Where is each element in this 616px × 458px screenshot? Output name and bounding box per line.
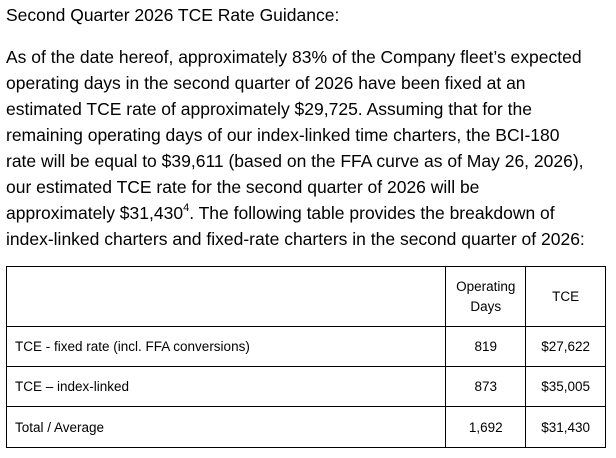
paragraph-text: . The following table provides the break… <box>189 203 555 223</box>
row-label: Total / Average <box>5 406 447 448</box>
header-label-cell <box>5 266 447 327</box>
paragraph-line: operating days in the second quarter of … <box>6 73 526 93</box>
paragraph-line: approximately $31,4304. The following ta… <box>6 200 612 226</box>
row-tce: $35,005 <box>525 366 606 407</box>
guidance-paragraph: As of the date hereof, approximately 83%… <box>6 44 612 252</box>
row-label: TCE – index-linked <box>5 366 447 407</box>
footnote-reference: 4 <box>183 202 190 215</box>
header-text: Days <box>470 298 502 314</box>
paragraph-line: As of the date hereof, approximately 83%… <box>6 47 582 67</box>
row-tce: $31,430 <box>525 406 606 448</box>
table-row: TCE - fixed rate (incl. FFA conversions)… <box>5 326 606 367</box>
paragraph-line: estimated TCE rate of approximately $29,… <box>6 99 532 119</box>
header-text: Operating <box>456 278 516 294</box>
paragraph-line: rate will be equal to $39,611 (based on … <box>6 151 584 171</box>
row-tce: $27,622 <box>525 326 606 367</box>
section-heading: Second Quarter 2026 TCE Rate Guidance: <box>6 5 340 25</box>
row-label: TCE - fixed rate (incl. FFA conversions) <box>5 326 447 367</box>
table-row: TCE – index-linked 873 $35,005 <box>5 366 606 407</box>
table-header-row: Operating Days TCE <box>5 266 606 327</box>
paragraph-text: approximately $31,430 <box>6 203 184 223</box>
row-operating-days: 873 <box>445 366 527 407</box>
paragraph-line: index-linked charters and fixed-rate cha… <box>6 229 585 249</box>
header-operating-days: Operating Days <box>445 266 527 327</box>
tce-breakdown-table: Operating Days TCE TCE - fixed rate (incl… <box>5 266 606 448</box>
row-operating-days: 819 <box>445 326 527 367</box>
paragraph-line: remaining operating days of our index-li… <box>6 125 560 145</box>
row-operating-days: 1,692 <box>445 406 527 448</box>
table-row: Total / Average 1,692 $31,430 <box>5 406 606 448</box>
paragraph-line: our estimated TCE rate for the second qu… <box>6 177 480 197</box>
header-tce: TCE <box>525 266 606 327</box>
